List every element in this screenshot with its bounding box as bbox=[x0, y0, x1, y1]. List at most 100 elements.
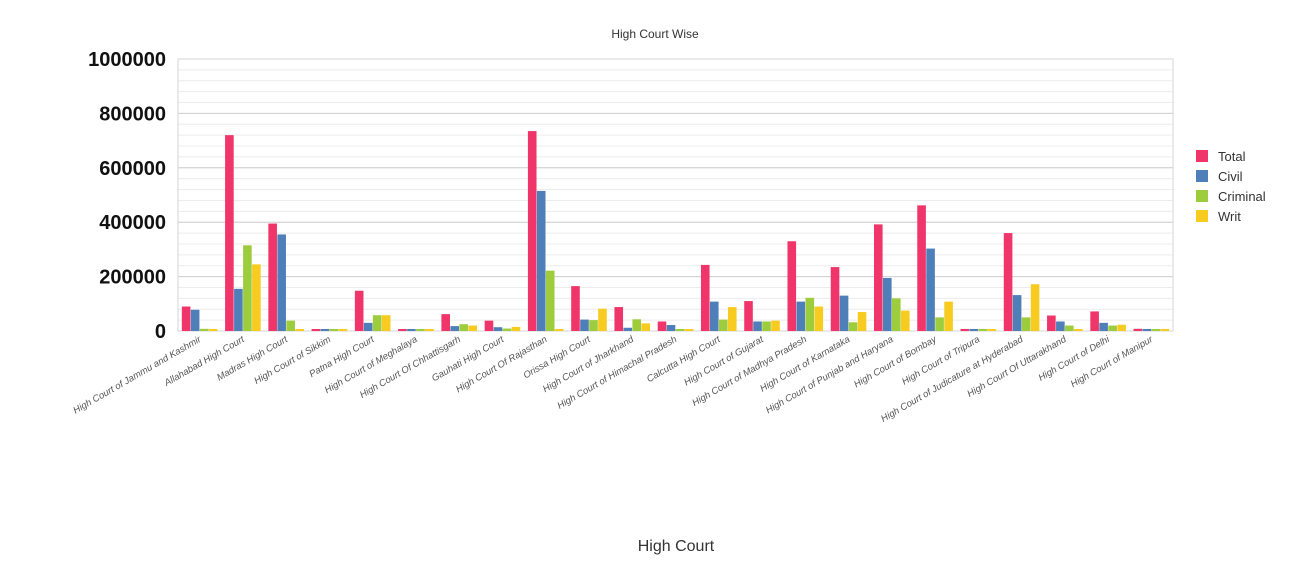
grid-lines bbox=[177, 58, 1174, 332]
bar-total bbox=[1047, 315, 1056, 331]
bar-total bbox=[181, 306, 191, 331]
bar-total bbox=[614, 307, 624, 331]
y-axis: 0 200000 400000 600000 800000 1000000 bbox=[88, 49, 166, 343]
bar-civil bbox=[536, 190, 546, 331]
bar-criminal bbox=[1021, 317, 1031, 331]
bar-civil bbox=[883, 277, 892, 331]
bar-total bbox=[874, 224, 883, 331]
bar-civil bbox=[623, 327, 633, 331]
legend-item-writ[interactable]: Writ bbox=[1196, 206, 1266, 226]
bar-criminal bbox=[1108, 325, 1117, 331]
y-tick-label: 800000 bbox=[99, 103, 166, 125]
bar-total bbox=[311, 329, 321, 331]
y-tick-label: 400000 bbox=[99, 212, 166, 234]
bar-writ bbox=[944, 301, 953, 331]
bar-civil bbox=[926, 248, 935, 331]
y-tick-label: 600000 bbox=[99, 158, 166, 180]
bar-total bbox=[657, 321, 667, 331]
bar-writ bbox=[598, 308, 607, 331]
bar-civil bbox=[839, 295, 849, 331]
bar-total bbox=[354, 290, 364, 331]
bar-civil bbox=[1099, 322, 1108, 331]
bar-total bbox=[571, 286, 580, 331]
bar-criminal bbox=[243, 245, 252, 331]
bar-civil bbox=[796, 301, 806, 331]
bar-total bbox=[700, 264, 710, 331]
bar-criminal bbox=[545, 270, 555, 331]
bar-writ bbox=[684, 329, 694, 331]
bar-criminal bbox=[935, 317, 944, 331]
plot-border bbox=[177, 58, 1174, 332]
x-tick-label: High Court of Sikkim bbox=[252, 334, 333, 387]
bar-civil bbox=[277, 234, 286, 331]
bar-writ bbox=[771, 320, 780, 331]
bar-total bbox=[1133, 328, 1143, 331]
bar-criminal bbox=[632, 319, 642, 331]
x-tick-label: Madras High Court bbox=[215, 334, 290, 384]
bar-criminal bbox=[718, 319, 728, 331]
bar-criminal bbox=[762, 321, 771, 331]
bar-civil bbox=[753, 321, 762, 331]
legend-item-criminal[interactable]: Criminal bbox=[1196, 186, 1266, 206]
legend-label: Civil bbox=[1218, 168, 1243, 184]
y-tick-label: 200000 bbox=[99, 267, 166, 289]
bar-civil bbox=[363, 322, 373, 331]
bar-total bbox=[960, 329, 970, 331]
legend: Total Civil Criminal Writ bbox=[1196, 146, 1266, 226]
y-tick-label: 1000000 bbox=[88, 49, 166, 71]
bar-writ bbox=[295, 329, 304, 331]
legend-item-total[interactable]: Total bbox=[1196, 146, 1266, 166]
bar-writ bbox=[252, 264, 261, 331]
chart-title: High Court Wise bbox=[611, 27, 699, 41]
bar-writ bbox=[1074, 329, 1083, 331]
bar-total bbox=[398, 329, 407, 331]
bar-writ bbox=[987, 329, 997, 331]
bar-total bbox=[1003, 233, 1013, 331]
x-tick-label: High Court of Manipur bbox=[1069, 334, 1156, 390]
bar-criminal bbox=[502, 328, 512, 331]
bar-criminal bbox=[675, 329, 685, 331]
bar-criminal bbox=[286, 320, 295, 331]
bar-criminal bbox=[589, 320, 598, 331]
bars bbox=[181, 131, 1170, 331]
bar-writ bbox=[727, 307, 737, 331]
bar-writ bbox=[381, 315, 391, 331]
legend-label: Writ bbox=[1218, 208, 1241, 224]
legend-label: Total bbox=[1218, 148, 1246, 164]
bar-writ bbox=[1117, 324, 1126, 331]
y-tick-label: 0 bbox=[155, 321, 166, 343]
bar-total bbox=[484, 320, 494, 331]
bar-total bbox=[744, 301, 753, 331]
bar-writ bbox=[554, 329, 564, 331]
bar-civil bbox=[407, 329, 416, 331]
bar-writ bbox=[468, 325, 477, 331]
bar-criminal bbox=[1065, 325, 1074, 331]
bar-criminal bbox=[329, 329, 339, 331]
bar-total bbox=[527, 131, 537, 331]
bar-civil bbox=[969, 329, 979, 331]
bar-criminal bbox=[199, 328, 209, 331]
bar-total bbox=[787, 241, 797, 331]
bar-criminal bbox=[892, 298, 901, 331]
bar-civil bbox=[493, 327, 503, 331]
legend-swatch bbox=[1196, 170, 1208, 182]
x-axis-title: High Court bbox=[638, 538, 715, 555]
bar-writ bbox=[1160, 329, 1170, 331]
legend-swatch bbox=[1196, 150, 1208, 162]
bar-writ bbox=[857, 311, 867, 331]
legend-item-civil[interactable]: Civil bbox=[1196, 166, 1266, 186]
x-axis-labels: High Court of Jammu and KashmirAllahabad… bbox=[71, 333, 1155, 424]
x-tick-label: Allahabad High Court bbox=[162, 334, 247, 389]
bar-civil bbox=[580, 319, 589, 331]
bar-civil bbox=[190, 309, 200, 331]
bar-writ bbox=[511, 326, 521, 331]
bar-total bbox=[830, 267, 840, 331]
bar-civil bbox=[666, 325, 676, 331]
bar-writ bbox=[208, 329, 218, 331]
bar-total bbox=[268, 223, 277, 331]
legend-label: Criminal bbox=[1218, 188, 1266, 204]
legend-swatch bbox=[1196, 210, 1208, 222]
bar-civil bbox=[1056, 321, 1065, 331]
